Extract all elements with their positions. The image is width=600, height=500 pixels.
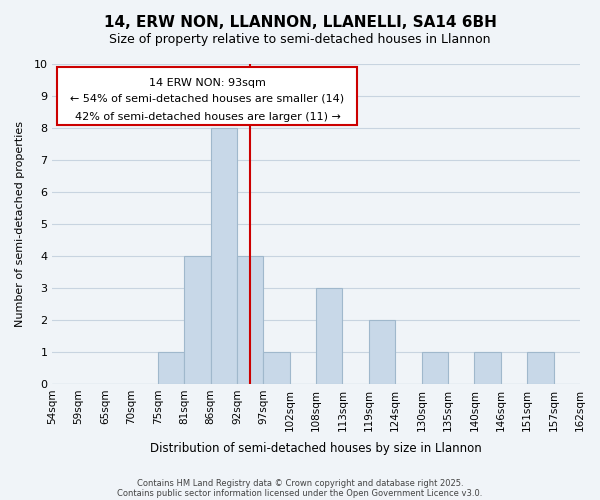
Bar bbox=[316, 288, 343, 384]
Bar bbox=[527, 352, 554, 384]
Text: 14 ERW NON: 93sqm: 14 ERW NON: 93sqm bbox=[149, 78, 266, 88]
Y-axis label: Number of semi-detached properties: Number of semi-detached properties bbox=[15, 121, 25, 327]
Bar bbox=[263, 352, 290, 384]
Text: ← 54% of semi-detached houses are smaller (14): ← 54% of semi-detached houses are smalle… bbox=[70, 94, 344, 104]
Bar bbox=[211, 128, 237, 384]
Bar bbox=[158, 352, 184, 384]
Text: 42% of semi-detached houses are larger (11) →: 42% of semi-detached houses are larger (… bbox=[74, 112, 340, 122]
Text: Contains public sector information licensed under the Open Government Licence v3: Contains public sector information licen… bbox=[118, 488, 482, 498]
Bar bbox=[237, 256, 263, 384]
FancyBboxPatch shape bbox=[58, 67, 358, 124]
Text: Contains HM Land Registry data © Crown copyright and database right 2025.: Contains HM Land Registry data © Crown c… bbox=[137, 478, 463, 488]
X-axis label: Distribution of semi-detached houses by size in Llannon: Distribution of semi-detached houses by … bbox=[150, 442, 482, 455]
Text: Size of property relative to semi-detached houses in Llannon: Size of property relative to semi-detach… bbox=[109, 32, 491, 46]
Bar bbox=[369, 320, 395, 384]
Bar bbox=[422, 352, 448, 384]
Text: 14, ERW NON, LLANNON, LLANELLI, SA14 6BH: 14, ERW NON, LLANNON, LLANELLI, SA14 6BH bbox=[104, 15, 496, 30]
Bar bbox=[184, 256, 211, 384]
Bar bbox=[475, 352, 501, 384]
